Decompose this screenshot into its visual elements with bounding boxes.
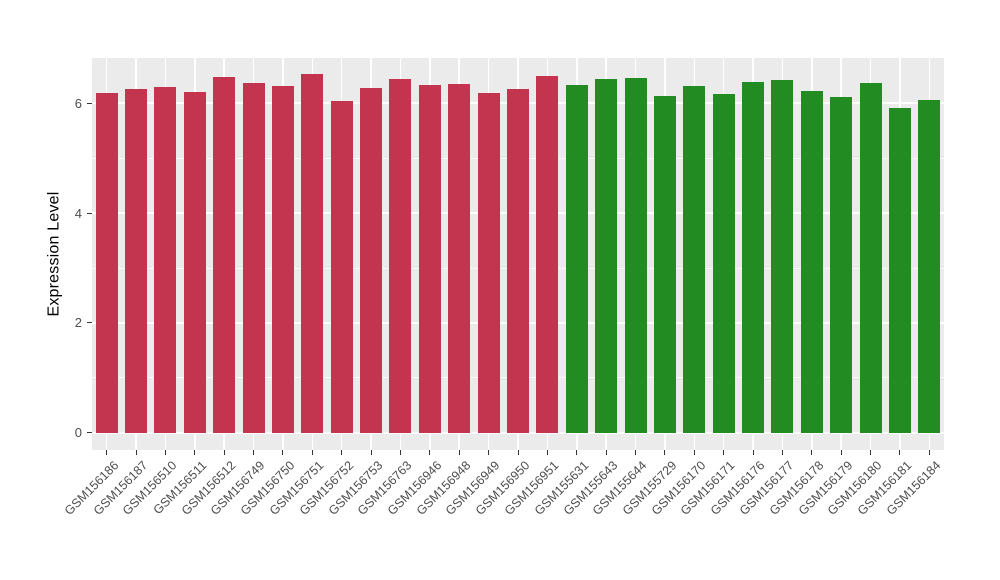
x-axis-tick-mark [458, 450, 460, 455]
bar-GSM156510 [154, 86, 177, 433]
bar-GSM156170 [683, 86, 706, 433]
bar-GSM155643 [595, 79, 618, 433]
bar-GSM156181 [888, 108, 911, 433]
bar-GSM156171 [712, 93, 735, 433]
bar-GSM156763 [389, 78, 412, 433]
x-axis-tick-mark [723, 450, 725, 455]
x-axis-tick-mark [752, 450, 754, 455]
bar-GSM156949 [477, 93, 500, 433]
x-axis-tick-mark [311, 450, 313, 455]
x-axis-tick-mark [135, 450, 137, 455]
x-axis-tick-mark [546, 450, 548, 455]
bar-GSM156749 [242, 82, 265, 433]
x-axis-tick-mark [488, 450, 490, 455]
bar-GSM156512 [213, 76, 236, 433]
bar-GSM156176 [742, 81, 765, 433]
x-axis-tick-mark [429, 450, 431, 455]
y-axis-tick-label: 2 [74, 315, 82, 331]
x-axis-tick-mark [635, 450, 637, 455]
y-axis-tick-mark [87, 432, 92, 434]
bar-GSM156178 [800, 90, 823, 433]
x-axis-tick-mark [870, 450, 872, 455]
x-axis-tick-mark [899, 450, 901, 455]
x-axis-tick-mark [253, 450, 255, 455]
bar-GSM156186 [95, 93, 118, 433]
x-axis-tick-mark [164, 450, 166, 455]
y-axis-tick-label: 6 [74, 95, 82, 111]
x-axis-tick-mark [840, 450, 842, 455]
bar-GSM156951 [536, 75, 559, 433]
x-axis-tick-mark [517, 450, 519, 455]
bar-GSM156946 [418, 84, 441, 433]
y-axis-title: Expression Level [46, 191, 64, 317]
bar-GSM156177 [771, 79, 794, 433]
x-axis-tick-mark [341, 450, 343, 455]
y-axis-tick-label: 0 [74, 425, 82, 441]
bar-layer [92, 58, 944, 450]
y-axis-tick-mark [87, 102, 92, 104]
x-axis-tick-mark [781, 450, 783, 455]
x-axis-tick-mark [282, 450, 284, 455]
x-axis-tick-mark [605, 450, 607, 455]
bar-GSM156752 [330, 100, 353, 433]
bar-GSM156750 [271, 86, 294, 433]
x-axis-tick-mark [223, 450, 225, 455]
bar-GSM156180 [859, 82, 882, 433]
y-axis-title-wrap: Expression Level [44, 58, 66, 450]
x-axis-tick-mark [664, 450, 666, 455]
x-axis-tick-mark [106, 450, 108, 455]
bar-GSM155729 [653, 96, 676, 433]
bar-GSM156511 [183, 91, 206, 433]
bar-GSM155644 [624, 77, 647, 433]
y-axis-tick-mark [87, 212, 92, 214]
plot-panel [92, 58, 944, 450]
y-axis-tick-label: 4 [74, 205, 82, 221]
x-axis-tick-mark [928, 450, 930, 455]
bar-GSM156179 [830, 97, 853, 433]
bar-GSM156950 [506, 89, 529, 433]
y-axis-tick-mark [87, 322, 92, 324]
bar-GSM156187 [125, 89, 148, 433]
bar-GSM156184 [918, 100, 941, 433]
bar-GSM155631 [565, 84, 588, 433]
x-axis-tick-mark [693, 450, 695, 455]
bar-GSM156753 [360, 87, 383, 433]
bar-GSM156948 [448, 83, 471, 433]
x-axis-tick-mark [576, 450, 578, 455]
bar-GSM156751 [301, 74, 324, 433]
x-axis-tick-mark [811, 450, 813, 455]
x-axis-tick-mark [194, 450, 196, 455]
x-axis-tick-mark [370, 450, 372, 455]
x-axis-tick-mark [399, 450, 401, 455]
